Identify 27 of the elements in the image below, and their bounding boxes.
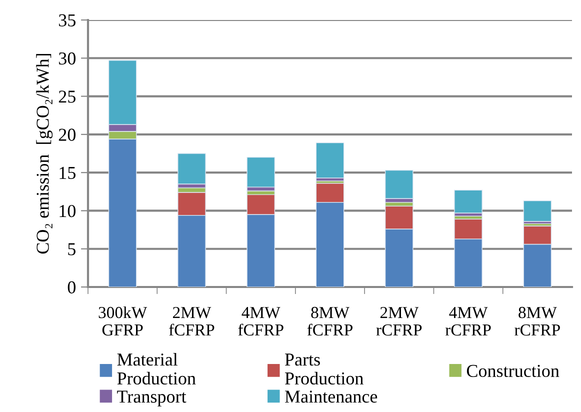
bar [178,153,206,184]
x-tick-label: 8MW fCFRP [307,306,352,336]
bar [246,156,276,188]
y-tick-label: 0 [68,281,76,294]
bar [384,170,414,199]
x-tick-label: 4MW fCFRP [238,307,284,336]
y-tick-label: 5 [68,243,76,256]
y-tick-label: 25 [58,90,76,103]
legend-label: Construction [466,364,560,378]
x-tick-label: 2MW rCFRP [376,306,422,336]
y-tick-label: 10 [60,204,76,218]
bar [316,142,344,178]
legend-label: Transport [117,390,186,406]
legend-label: Parts Production [285,354,364,385]
x-tick-label: 8MW rCFRP [514,306,560,336]
y-tick-label: 20 [58,128,76,141]
x-tick-label: 300kW GFRP [98,306,148,336]
legend-label: Material Production [117,352,196,385]
y-axis-title: CO₂ emission [gCO₂/kWh] [36,54,53,254]
y-tick-label: 15 [60,166,76,180]
bar [523,200,552,222]
y-tick-label: 30 [59,52,76,65]
y-tick-label: 35 [59,14,76,26]
legend-label: Maintenance [285,390,378,403]
x-tick-label: 2MW fCFRP [169,306,214,336]
bar [454,190,482,214]
x-tick-label: 4MW rCFRP [445,307,491,336]
